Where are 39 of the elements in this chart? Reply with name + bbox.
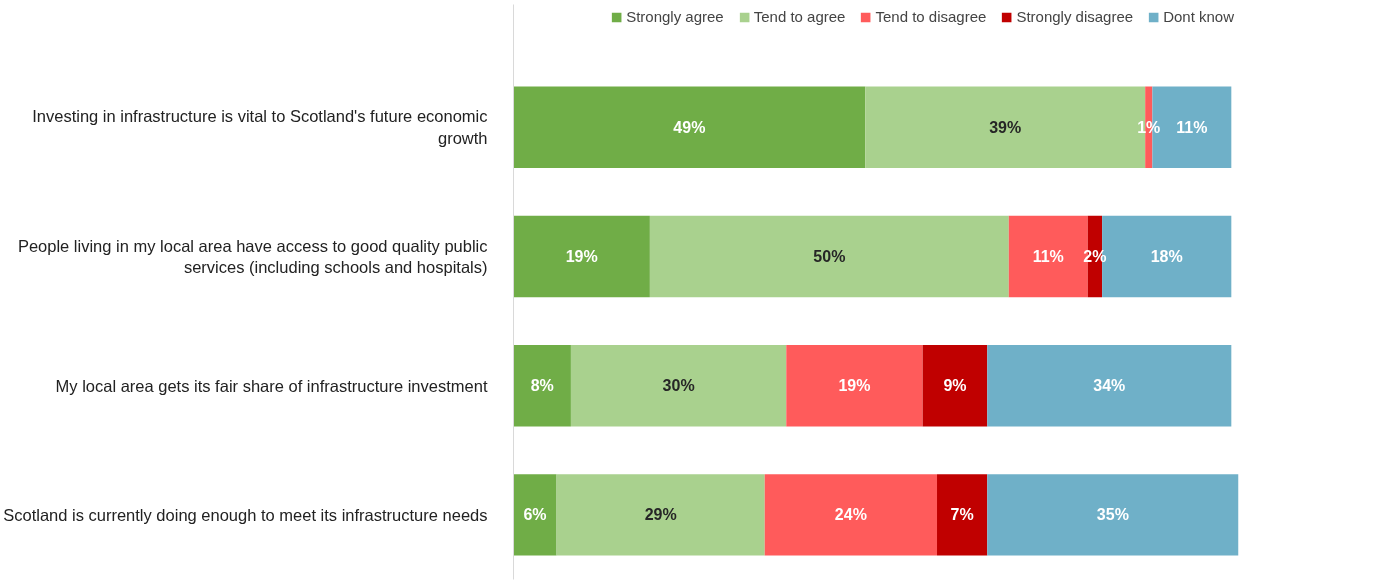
data-label: 50%: [813, 247, 846, 265]
y-tick-label: Investing in infrastructure is vital to Scotland's future economic growth: [32, 107, 488, 148]
data-label: 49%: [673, 118, 706, 136]
bar: [513, 86, 866, 168]
legend-label: Dont know: [1163, 8, 1234, 25]
data-label: 11%: [1032, 247, 1064, 265]
data-label: 7%: [950, 506, 974, 524]
data-label: 19%: [565, 247, 598, 265]
legend-label: Tend to disagree: [875, 8, 987, 25]
bar: [570, 344, 787, 427]
bar: [786, 344, 923, 427]
legend-label: Strongly agree: [626, 8, 724, 25]
data-label: 18%: [1150, 247, 1183, 265]
bar: [513, 474, 557, 556]
bar: [649, 215, 1009, 298]
data-label: 11%: [1176, 118, 1208, 136]
y-tick-label: Scotland is currently doing enough to meet its infrastructure needs: [3, 505, 488, 524]
bar: [556, 474, 765, 556]
data-label: 29%: [644, 506, 677, 524]
bar: [513, 215, 650, 298]
bar: [987, 344, 1232, 427]
data-label: 6%: [523, 506, 547, 524]
legend-label: Strongly disagree: [1016, 8, 1134, 25]
data-label: 39%: [989, 118, 1022, 136]
y-tick-label: My local area gets its fair share of infrastructure investment: [55, 376, 488, 395]
data-label: 19%: [838, 377, 871, 395]
bar: [764, 474, 938, 556]
bar: [513, 344, 571, 427]
bar: [922, 344, 988, 427]
data-label: 34%: [1093, 377, 1126, 395]
data-label: 35%: [1096, 506, 1129, 524]
bar: [987, 474, 1239, 556]
data-label: 8%: [530, 377, 554, 395]
data-label: 24%: [834, 506, 867, 524]
y-tick-label: People living in my local area have access to good quality public services (including schools and hospitals): [17, 236, 488, 277]
bar: [937, 474, 988, 556]
data-label: 9%: [943, 377, 967, 395]
legend-label: Tend to agree: [753, 8, 846, 25]
data-label: 30%: [662, 377, 695, 395]
